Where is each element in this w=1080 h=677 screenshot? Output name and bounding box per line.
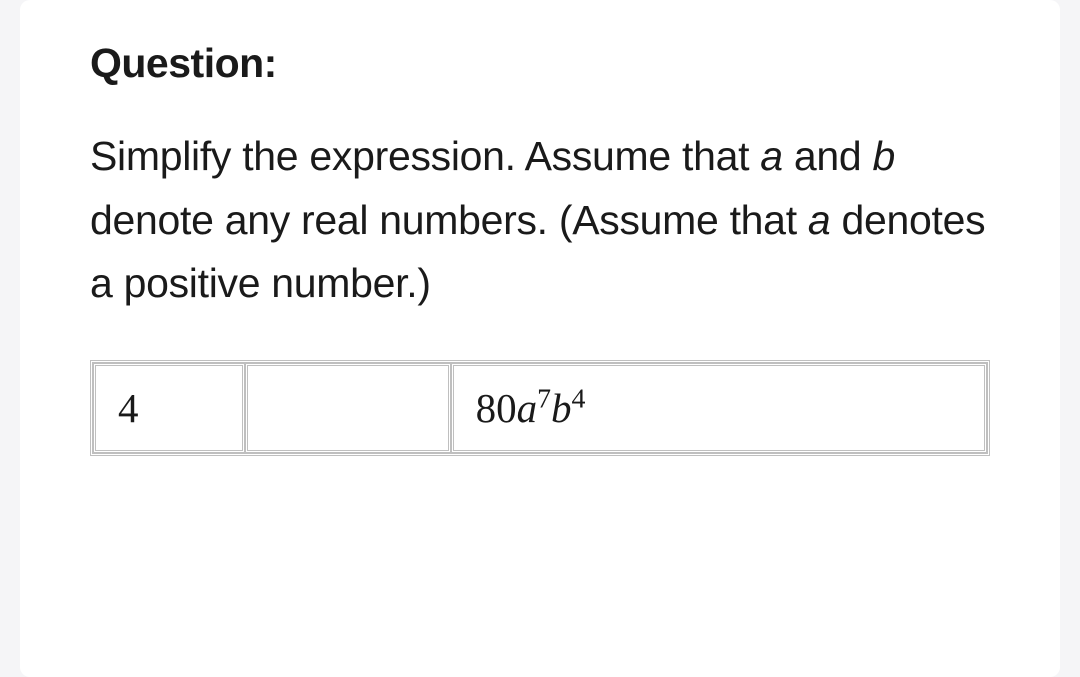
expr-var-a: a bbox=[517, 385, 538, 431]
expression-table: 4 80a7b4 bbox=[90, 360, 990, 456]
question-card: Question: Simplify the expression. Assum… bbox=[20, 0, 1060, 677]
question-body: Simplify the expression. Assume that a a… bbox=[90, 125, 990, 316]
cell-expression: 80a7b4 bbox=[451, 363, 987, 453]
body-text-3: denote any real numbers. (Assume that bbox=[90, 197, 808, 243]
cell-empty bbox=[245, 363, 451, 453]
var-a: a bbox=[760, 133, 783, 179]
expr-coeff: 80 bbox=[476, 385, 517, 431]
var-b: b bbox=[872, 133, 895, 179]
expr-var-b: b bbox=[551, 385, 572, 431]
body-text-2: and bbox=[783, 133, 873, 179]
cell-index: 4 bbox=[93, 363, 245, 453]
table-row: 4 80a7b4 bbox=[93, 363, 987, 453]
expr-exp-1: 7 bbox=[537, 383, 551, 414]
expr-exp-2: 4 bbox=[572, 383, 586, 414]
body-text-1: Simplify the expression. Assume that bbox=[90, 133, 760, 179]
var-a-2: a bbox=[808, 197, 831, 243]
question-heading: Question: bbox=[90, 40, 990, 87]
